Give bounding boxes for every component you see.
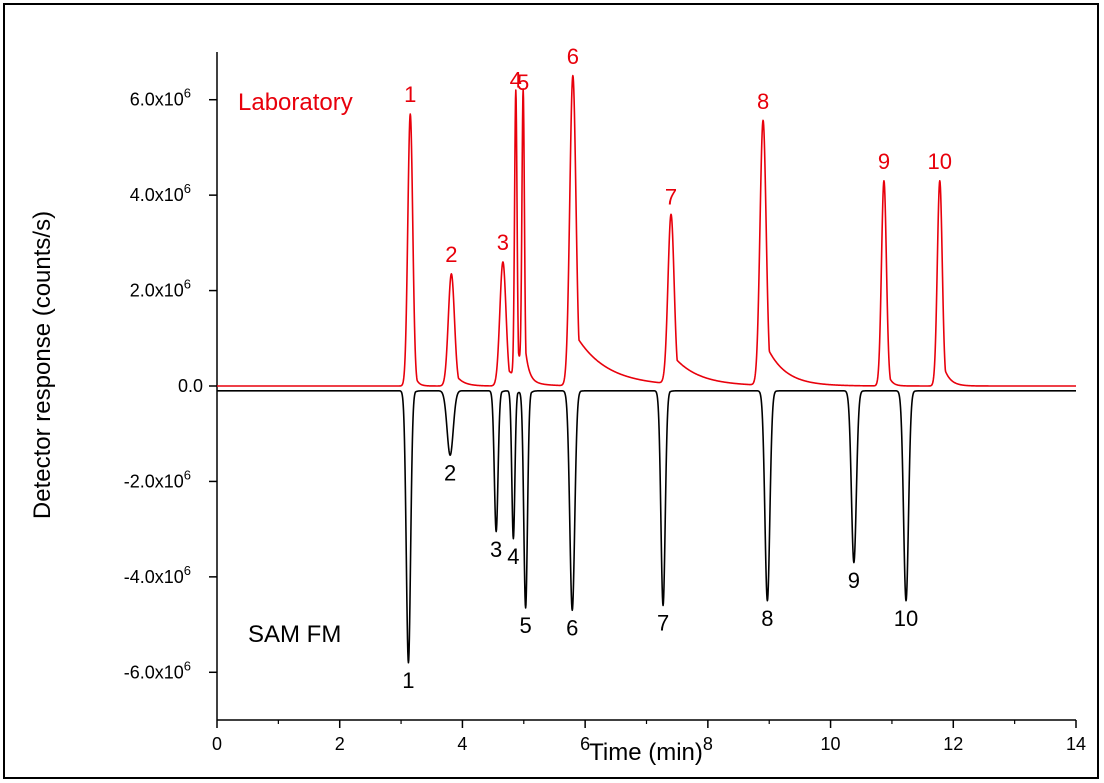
series-line-sam-fm: [216, 389, 1077, 664]
peak-label: 8: [757, 89, 769, 114]
y-tick-label: 6.0x106: [130, 86, 191, 110]
x-tick-label: 0: [212, 734, 222, 754]
y-tick-label: -4.0x106: [124, 563, 191, 587]
x-tick-label: 12: [943, 734, 963, 754]
figure-frame: [3, 3, 1099, 779]
peak-label: 1: [402, 668, 414, 693]
peak-label: 5: [517, 70, 529, 95]
peak-label: 10: [894, 606, 918, 631]
peak-label: 3: [490, 537, 502, 562]
series-label-sam-fm: SAM FM: [248, 621, 341, 648]
peak-label: 2: [445, 242, 457, 267]
x-tick-label: 8: [703, 734, 713, 754]
series-line-laboratory: [216, 74, 1077, 387]
x-tick-label: 14: [1066, 734, 1086, 754]
y-tick-label: -6.0x106: [124, 658, 191, 682]
y-axis-title: Detector response (counts/s): [29, 211, 56, 519]
axes: 0 2 4 6 8 10 12 14-6.0x106-4.0x106-2.0x1060.02.…: [124, 52, 1086, 754]
peak-label: 9: [848, 568, 860, 593]
y-tick-label: 4.0x106: [130, 181, 191, 205]
x-tick-label: 4: [457, 734, 467, 754]
peak-label: 4: [510, 68, 522, 93]
y-tick-label: 2.0x106: [130, 277, 191, 301]
peak-label: 10: [928, 149, 952, 174]
peak-label: 9: [878, 149, 890, 174]
x-axis-title: Time (min): [589, 739, 703, 766]
x-tick-label: 10: [821, 734, 841, 754]
series-label-laboratory: Laboratory: [238, 89, 353, 116]
peak-label: 7: [665, 185, 677, 210]
x-tick-label: 6: [580, 734, 590, 754]
y-tick-label: 0.0: [178, 376, 203, 396]
peak-label: 4: [507, 544, 519, 569]
peak-label: 6: [566, 615, 578, 640]
peak-label: 5: [520, 613, 532, 638]
series-layer: [216, 74, 1077, 664]
peak-label: 2: [444, 460, 456, 485]
peak-label: 6: [567, 44, 579, 69]
x-tick-label: 2: [335, 734, 345, 754]
peak-label: 8: [761, 606, 773, 631]
peak-label: 1: [404, 82, 416, 107]
y-tick-label: -2.0x106: [124, 467, 191, 491]
peak-label: 3: [497, 230, 509, 255]
peak-label: 7: [657, 611, 669, 636]
